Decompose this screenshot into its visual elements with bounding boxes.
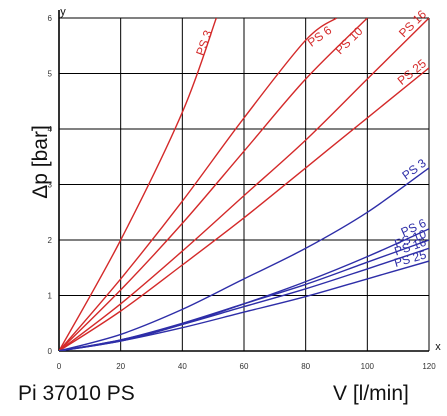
- curve-red-ps-10: [59, 18, 368, 351]
- y-tick-label: 3: [48, 181, 53, 190]
- x-tick-label: 80: [301, 362, 310, 371]
- x-tick-label: 40: [178, 362, 187, 371]
- curve-blue-ps-16: [59, 247, 429, 351]
- y-tick-label: 1: [48, 292, 53, 301]
- x-tick-label: 100: [361, 362, 375, 371]
- curve-label-red-ps-6: PS 6: [305, 23, 335, 50]
- y-tick-label: 5: [48, 70, 53, 79]
- curve-label-red-ps-3: PS 3: [193, 28, 215, 58]
- x-axis-letter: x: [435, 341, 441, 353]
- y-tick-label: 0: [48, 347, 53, 356]
- curve-blue-ps-3: [59, 167, 429, 351]
- x-tick-label: 20: [116, 362, 125, 371]
- x-tick-label: 120: [422, 362, 436, 371]
- y-tick-label: 4: [48, 125, 53, 134]
- y-tick-label: 2: [48, 236, 53, 245]
- curve-red-ps-16: [59, 18, 429, 351]
- curve-red-ps-25: [59, 67, 429, 351]
- x-tick-label: 60: [240, 362, 249, 371]
- x-axis-title: V [l/min]: [333, 382, 409, 405]
- curve-red-ps-3: [59, 18, 217, 351]
- curve-blue-ps-25: [59, 260, 429, 351]
- y-tick-label: 6: [48, 14, 53, 23]
- x-tick-label: 0: [57, 362, 62, 371]
- curve-label-red-ps-10: PS 10: [332, 24, 365, 57]
- curve-red-ps-6: [59, 18, 337, 351]
- chart-caption: Pi 37010 PS: [18, 382, 135, 405]
- y-axis-letter: y: [60, 6, 66, 18]
